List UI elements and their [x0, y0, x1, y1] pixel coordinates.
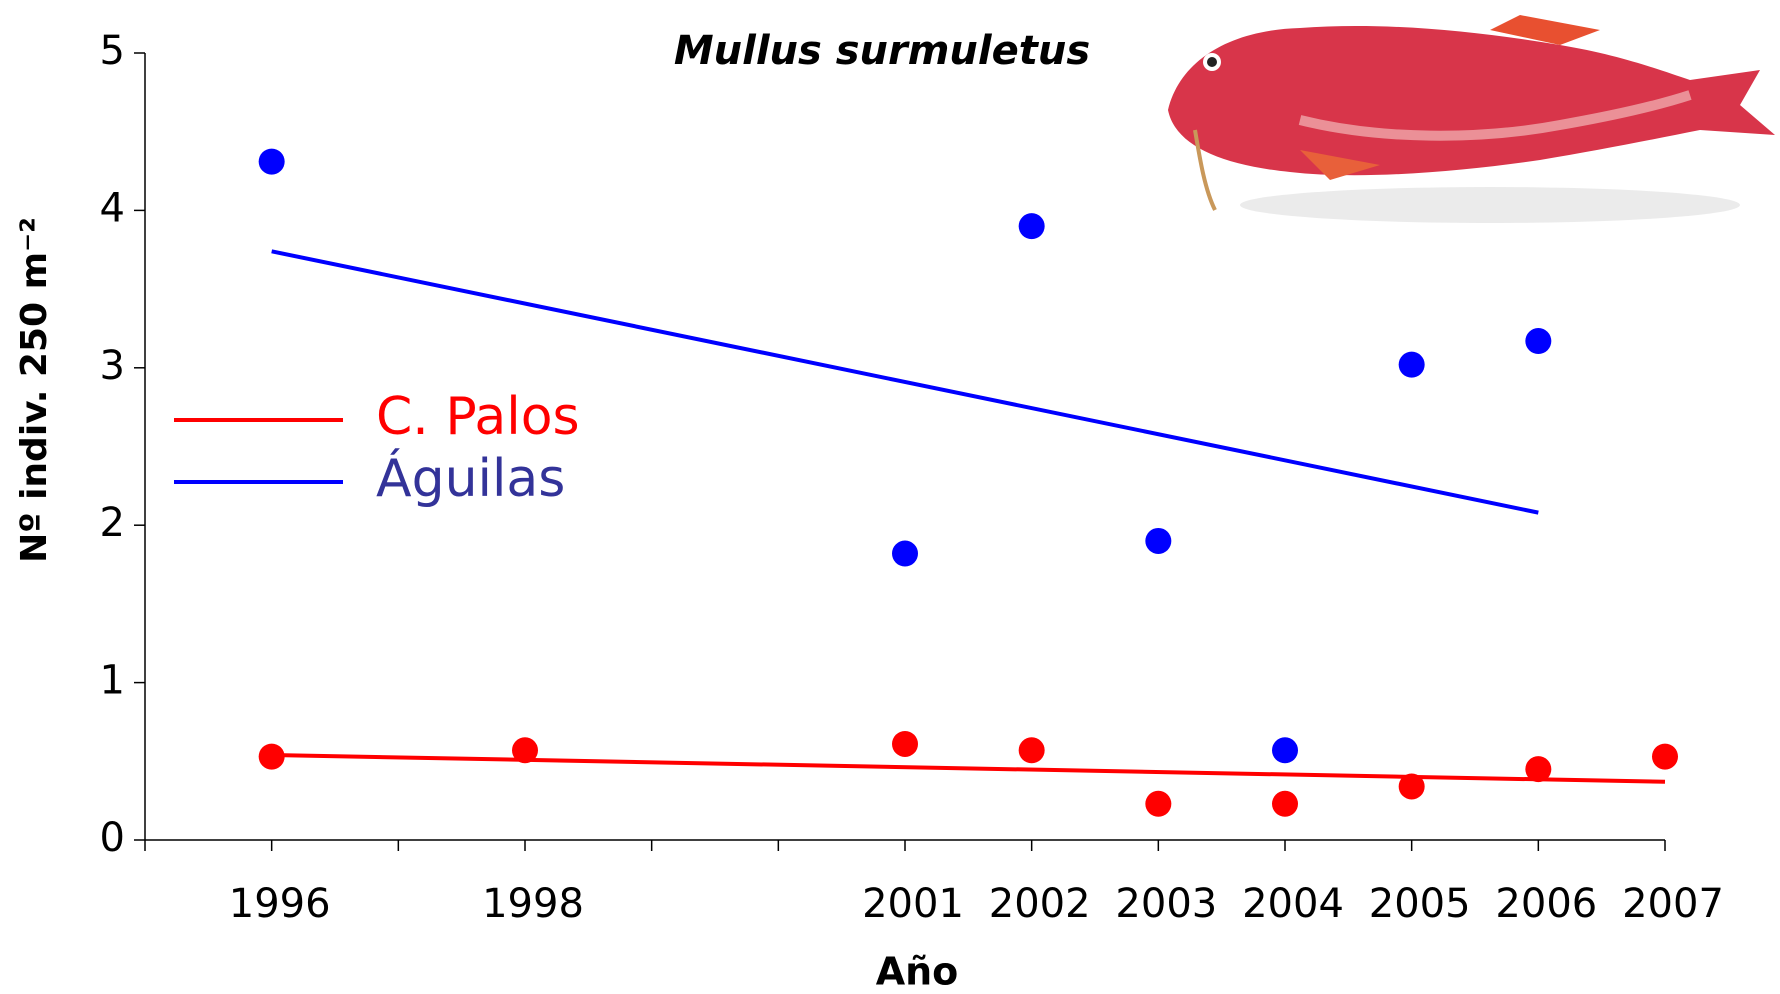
data-point [1398, 351, 1425, 378]
x-tick-label: 2005 [1369, 881, 1471, 927]
data-point [512, 737, 538, 764]
x-tick-label: 2004 [1242, 881, 1344, 927]
trend-line [271, 249, 1539, 515]
data-point [892, 730, 918, 757]
data-point [1018, 737, 1045, 764]
y-tick-label: 3 [100, 343, 125, 389]
trend-line [271, 753, 1666, 784]
y-tick-label: 2 [100, 500, 125, 546]
data-point [1398, 773, 1425, 800]
data-point [1525, 756, 1552, 783]
data-point [1018, 213, 1045, 240]
data-point [258, 743, 285, 770]
data-point [1272, 790, 1298, 817]
x-tick-label: 1998 [482, 881, 584, 927]
x-tick-label: 2006 [1495, 881, 1597, 927]
x-tick-label: 2007 [1622, 881, 1724, 927]
y-tick-label: 5 [100, 28, 125, 74]
y-tick-label: 0 [100, 815, 125, 861]
legend-label: Águilas [376, 448, 565, 509]
data-point [1145, 527, 1172, 554]
data-point [1525, 328, 1552, 355]
fish-illustration [1168, 15, 1775, 223]
x-tick-label: 2001 [862, 881, 964, 927]
data-point [1272, 737, 1298, 764]
data-point [1652, 743, 1678, 770]
data-point [1145, 790, 1172, 817]
chart-title: Mullus surmuletus [674, 28, 1090, 74]
x-tick-label: 2002 [989, 881, 1091, 927]
data-point [258, 148, 285, 175]
x-axis-title: Año [876, 950, 959, 994]
y-tick-label: 4 [100, 185, 125, 231]
x-tick-label: 1996 [229, 881, 331, 927]
x-tick-label: 2003 [1115, 881, 1217, 927]
y-axis-title: Nº indiv. 250 m⁻² [14, 217, 55, 563]
y-tick-label: 1 [100, 658, 125, 704]
data-point [892, 540, 918, 567]
legend-label: C. Palos [376, 387, 580, 447]
